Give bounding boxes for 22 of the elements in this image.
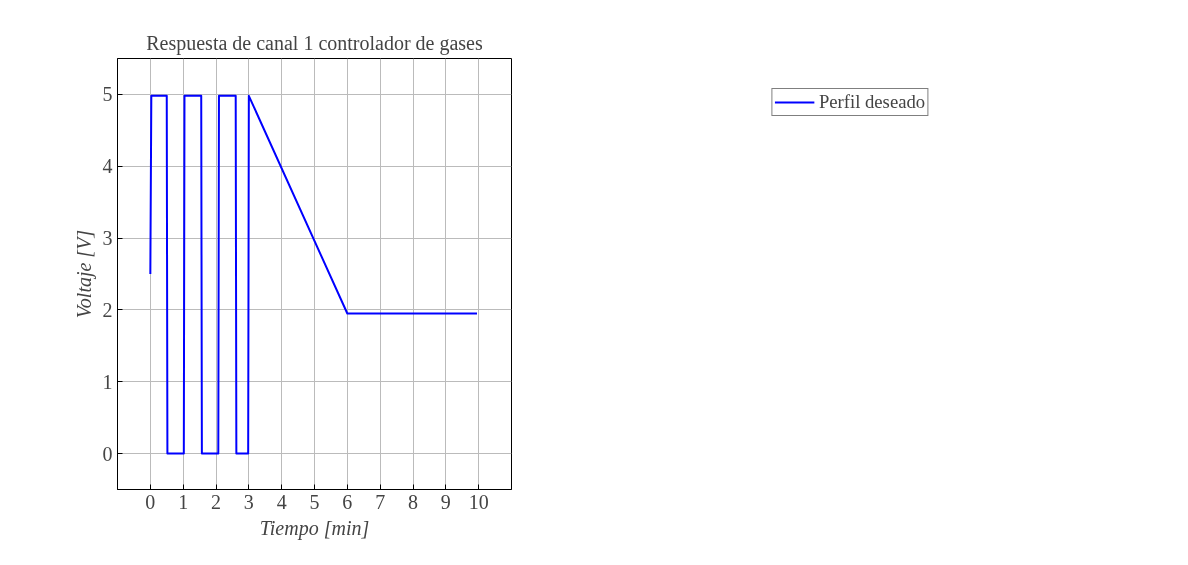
x-tick-label: 6 [342,490,353,513]
legend-label: Perfil deseado [818,91,926,113]
chart-title: Respuesta de canal 1 controlador de gases [146,31,483,55]
y-tick-label: 1 [102,370,113,393]
x-tick-label: 3 [243,490,254,513]
line-series [149,94,479,455]
x-tick-label: 1 [178,490,189,513]
y-tick-label: 2 [102,298,113,321]
x-tick-label: 9 [440,490,451,513]
x-tick-label: 8 [408,490,418,513]
y-tick-label: 0 [102,442,113,465]
x-axis-title: Tiempo [min] [259,516,370,540]
x-tick-label: 7 [375,490,386,513]
x-tick-label: 10 [468,490,489,513]
x-tick-label: 2 [211,490,221,513]
y-tick-label: 4 [102,155,113,178]
y-tick-label: 3 [102,227,113,250]
y-tick-label: 5 [102,83,113,106]
x-tick-label: 5 [309,490,320,513]
x-tick-label: 0 [145,490,156,513]
y-axis-title: Voltaje [V] [72,229,96,319]
x-tick-label: 4 [276,490,287,513]
